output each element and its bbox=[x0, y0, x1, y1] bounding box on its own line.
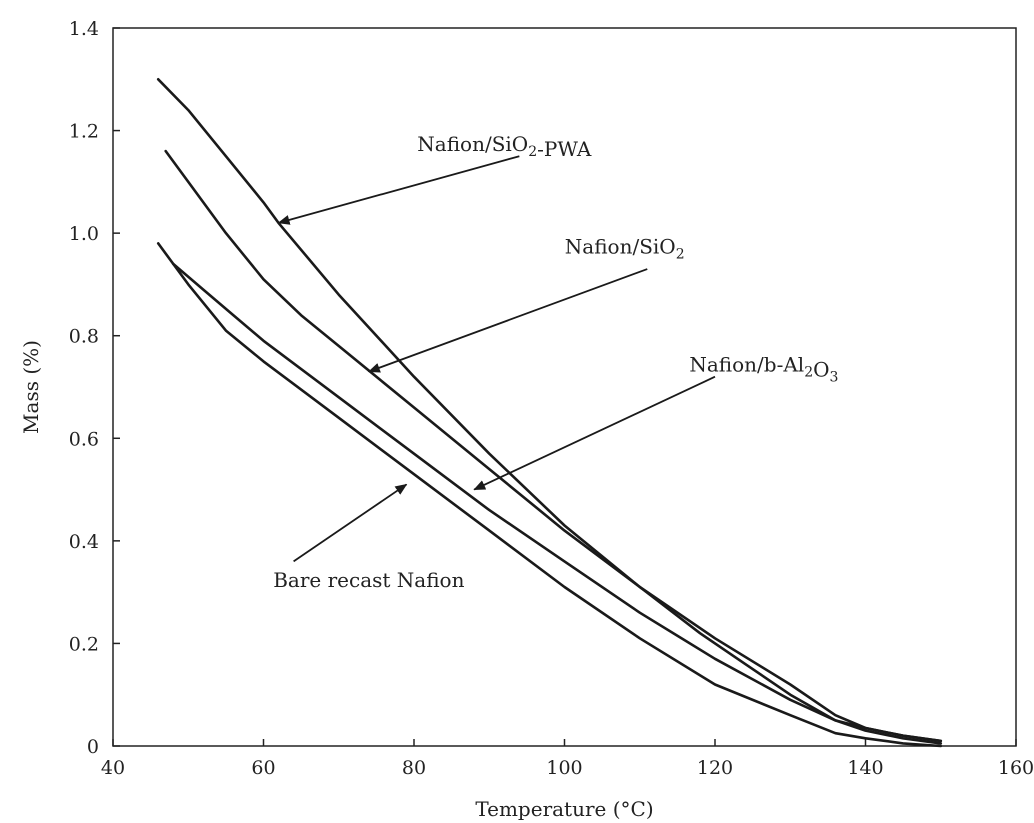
y-tick-label: 0.4 bbox=[69, 531, 99, 553]
y-tick-label: 0.2 bbox=[69, 633, 99, 655]
series-layer bbox=[156, 78, 943, 748]
annotation-label: Nafion/SiO2 bbox=[565, 235, 685, 263]
annotation-arrow bbox=[367, 268, 648, 373]
y-tick-label: 1.4 bbox=[69, 18, 99, 40]
y-tick-label: 1.2 bbox=[69, 121, 99, 143]
y-tick-label: 0 bbox=[87, 736, 99, 758]
annotation-label: Bare recast Nafion bbox=[273, 568, 464, 592]
x-tick-label: 100 bbox=[546, 757, 582, 779]
ticks: 40 60 80 100 120 140 160 0 0.2 0.4 0.6 0.8 1.0 1.2 1.4 bbox=[69, 18, 1034, 779]
y-axis-label: Mass (%) bbox=[19, 340, 43, 434]
annotation-arrow bbox=[277, 155, 520, 225]
y-tick-label: 0.8 bbox=[69, 326, 99, 348]
plot-frame bbox=[112, 27, 1017, 747]
annotation-label: Nafion/SiO2-PWA bbox=[417, 132, 592, 161]
annotation-arrow bbox=[293, 483, 408, 563]
series-line-4 bbox=[156, 242, 943, 748]
annotation-label: Nafion/b-Al2O3 bbox=[689, 353, 838, 386]
x-tick-label: 140 bbox=[847, 757, 883, 779]
x-tick-label: 160 bbox=[998, 757, 1034, 779]
series-line-1 bbox=[156, 78, 943, 743]
annotation-arrow bbox=[473, 375, 716, 491]
x-axis-label: Temperature (°C) bbox=[475, 797, 653, 821]
x-tick-label: 120 bbox=[697, 757, 733, 779]
annotations: Nafion/SiO2-PWA Nafion/SiO2 Nafion/b-Al2O3… bbox=[273, 132, 838, 592]
y-tick-label: 0.6 bbox=[69, 428, 99, 450]
y-tick-label: 1.0 bbox=[69, 223, 99, 245]
x-tick-label: 80 bbox=[402, 757, 426, 779]
series-line-3 bbox=[171, 262, 943, 745]
x-tick-label: 40 bbox=[101, 757, 125, 779]
series-line-2 bbox=[164, 149, 943, 743]
x-tick-label: 60 bbox=[251, 757, 275, 779]
